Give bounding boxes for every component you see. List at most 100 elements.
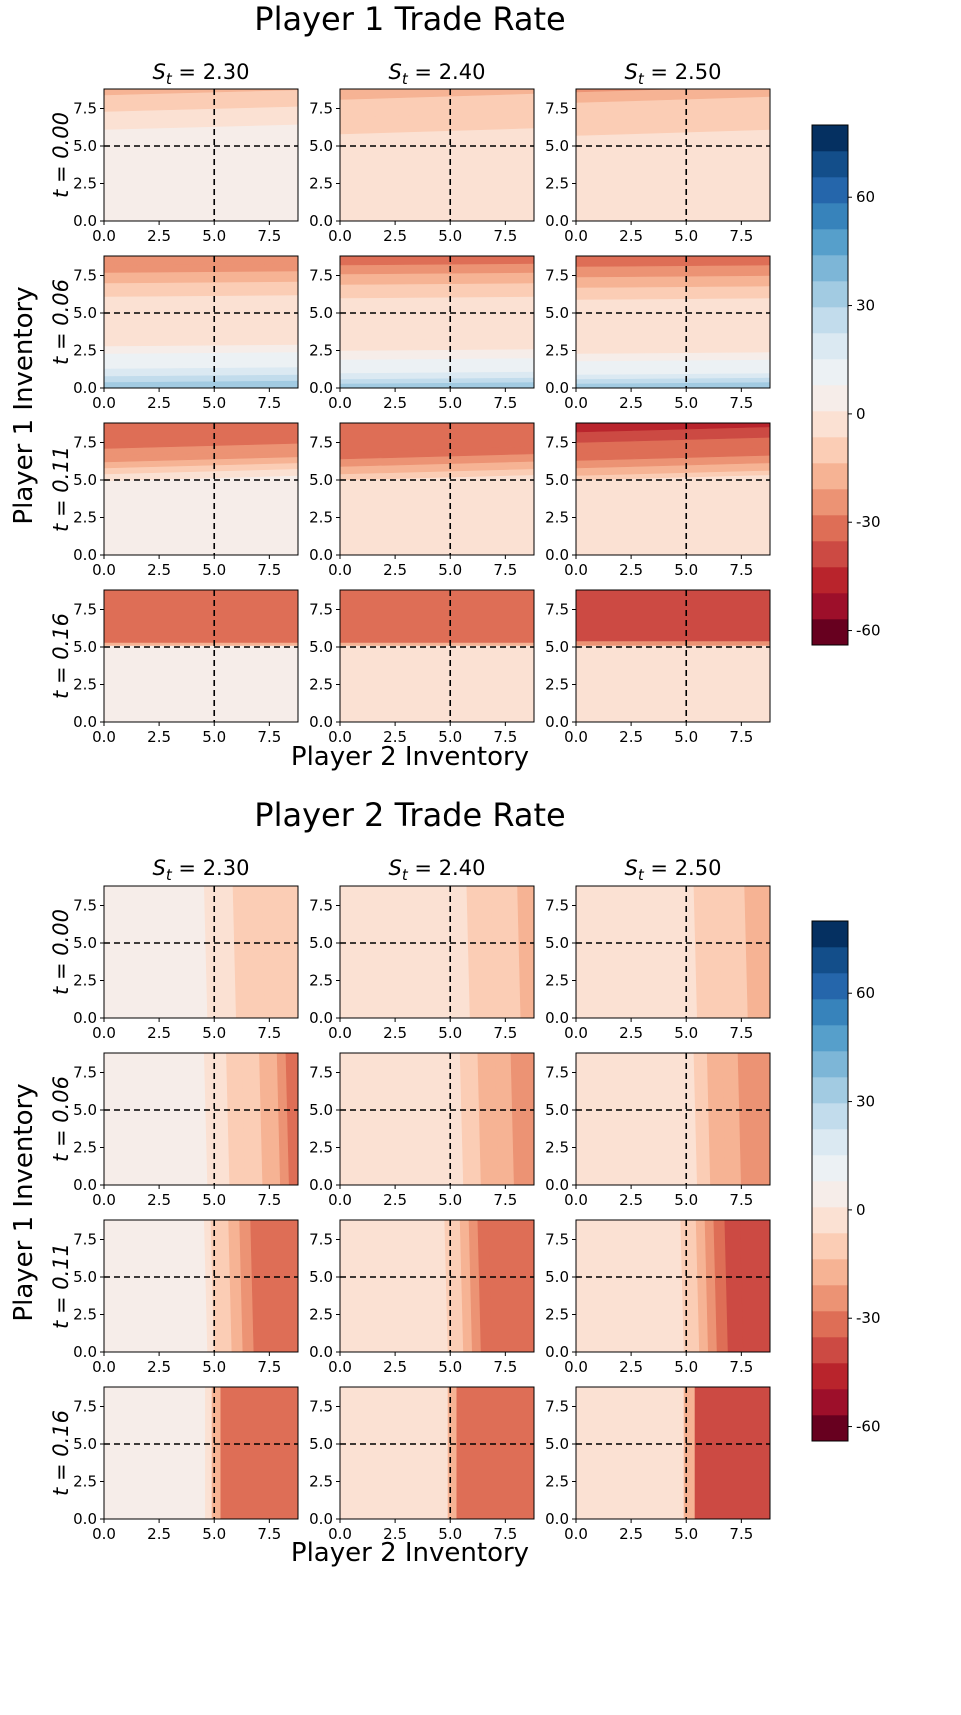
contour-band <box>576 462 770 476</box>
x-tick-label: 2.5 <box>383 394 407 412</box>
y-tick-label: 2.5 <box>545 972 569 990</box>
contour-band <box>104 1387 206 1519</box>
heatmap-panel: 0.0 2.5 5.0 7.5 0.0 2.5 5.0 7.5 <box>545 255 771 412</box>
y-tick-label: 7.5 <box>309 1064 333 1082</box>
heatmap-panel: 0.0 2.5 5.0 7.5 0.0 2.5 5.0 7.5 <box>73 255 299 412</box>
contour-band <box>104 475 298 555</box>
x-tick-label: 2.5 <box>619 1525 643 1543</box>
panel-content <box>576 256 770 388</box>
contour-band <box>576 454 770 469</box>
contour-band <box>576 89 770 103</box>
y-tick-label: 2.5 <box>545 676 569 694</box>
contour-band <box>340 282 534 299</box>
x-tick-label: 5.0 <box>202 394 226 412</box>
colorbar-segment <box>812 515 848 542</box>
contour-band <box>446 886 471 1018</box>
y-tick-label: 7.5 <box>545 601 569 619</box>
colorbar-segment <box>812 567 848 594</box>
x-tick-label: 0.0 <box>92 227 116 245</box>
contour-band <box>576 590 770 642</box>
y-tick-label: 0.0 <box>545 1009 569 1027</box>
x-axis-label: Player 2 Inventory <box>291 742 529 772</box>
y-tick-label: 5.0 <box>545 471 569 489</box>
y-tick-label: 2.5 <box>545 175 569 193</box>
y-tick-label: 0.0 <box>309 713 333 731</box>
column-header-subscript: t <box>402 70 409 88</box>
x-tick-label: 5.0 <box>674 561 698 579</box>
x-tick-label: 2.5 <box>147 1024 171 1042</box>
y-tick-label: 0.0 <box>73 212 97 230</box>
contour-band <box>340 381 534 388</box>
heatmap-panel: 0.0 2.5 5.0 7.5 0.0 2.5 5.0 7.5 <box>545 422 771 579</box>
contour-band <box>104 256 298 266</box>
y-tick-label: 5.0 <box>73 934 97 952</box>
contour-band <box>510 1053 534 1185</box>
panel-content <box>576 590 770 722</box>
x-tick-label: 7.5 <box>493 227 517 245</box>
y-tick-label: 5.0 <box>73 1435 97 1453</box>
panel-content <box>340 1053 534 1185</box>
contour-band <box>104 263 298 273</box>
panel-frame <box>575 885 771 1019</box>
x-tick-label: 0.0 <box>564 728 588 746</box>
contour-band <box>490 886 522 1018</box>
y-tick-label: 0.0 <box>73 1510 97 1528</box>
x-tick-label: 7.5 <box>493 1191 517 1209</box>
x-tick-label: 7.5 <box>493 1024 517 1042</box>
x-tick-label: 7.5 <box>257 561 281 579</box>
x-tick-label: 0.0 <box>564 394 588 412</box>
panel-content <box>576 1053 770 1185</box>
contour-band <box>576 139 770 221</box>
y-tick-label: 5.0 <box>545 1435 569 1453</box>
contour-band <box>340 1387 444 1519</box>
x-tick-label: 5.0 <box>202 1358 226 1376</box>
contour-band <box>576 1387 678 1519</box>
column-header-value: = 2.50 <box>644 60 722 84</box>
contour-band <box>456 1387 534 1519</box>
y-tick-label: 5.0 <box>73 137 97 155</box>
panel-content <box>104 590 298 722</box>
contour-band <box>517 886 534 1018</box>
colorbar-segment <box>812 489 848 516</box>
contour-band <box>737 1053 770 1185</box>
y-tick-label: 7.5 <box>309 601 333 619</box>
y-tick-label: 2.5 <box>309 676 333 694</box>
colorbar-segment <box>812 619 848 646</box>
contour-band <box>576 447 770 461</box>
x-tick-label: 5.0 <box>674 728 698 746</box>
contour-band <box>693 886 722 1018</box>
y-tick-label: 7.5 <box>73 601 97 619</box>
x-tick-label: 0.0 <box>328 561 352 579</box>
y-tick-label: 2.5 <box>73 1473 97 1491</box>
y-tick-label: 7.5 <box>309 1398 333 1416</box>
y-tick-label: 2.5 <box>73 1306 97 1324</box>
contour-band <box>340 590 534 643</box>
x-tick-label: 7.5 <box>729 561 753 579</box>
colorbar-tick-label: -30 <box>856 1309 881 1327</box>
colorbar-segment <box>812 307 848 334</box>
panel-content <box>104 256 298 388</box>
x-tick-label: 2.5 <box>619 394 643 412</box>
x-tick-label: 5.0 <box>438 1024 462 1042</box>
column-header-value: = 2.30 <box>172 856 250 880</box>
contour-band <box>340 642 534 646</box>
x-axis-label: Player 2 Inventory <box>291 1538 529 1568</box>
column-header-symbol: S <box>625 60 638 84</box>
x-tick-label: 5.0 <box>202 561 226 579</box>
contour-band <box>104 442 298 457</box>
y-tick-label: 0.0 <box>545 379 569 397</box>
y-tick-label: 2.5 <box>309 509 333 527</box>
x-tick-label: 5.0 <box>438 1191 462 1209</box>
y-tick-label: 5.0 <box>309 934 333 952</box>
panel-content <box>104 886 298 1018</box>
colorbar-segment <box>812 947 848 974</box>
contour-band <box>706 1053 727 1185</box>
heatmap-panel: 0.0 2.5 5.0 7.5 0.0 2.5 5.0 7.5 <box>309 88 535 245</box>
x-tick-label: 7.5 <box>493 394 517 412</box>
contour-band <box>495 1053 515 1185</box>
x-tick-label: 5.0 <box>674 1525 698 1543</box>
contour-band <box>340 423 534 452</box>
x-tick-label: 5.0 <box>438 227 462 245</box>
contour-band <box>104 590 298 643</box>
